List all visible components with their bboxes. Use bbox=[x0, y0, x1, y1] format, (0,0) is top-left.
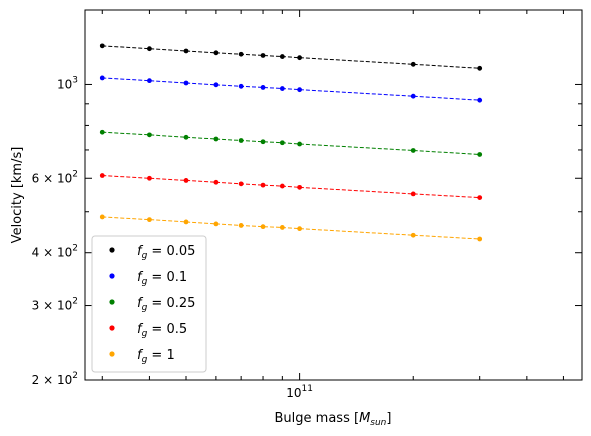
data-point bbox=[213, 221, 219, 227]
series-line bbox=[102, 216, 480, 240]
legend-marker bbox=[109, 351, 115, 357]
data-point bbox=[99, 214, 105, 220]
data-point bbox=[99, 129, 105, 135]
data-point bbox=[260, 139, 266, 145]
y-axis-label: Velocity [km/s] bbox=[10, 147, 25, 244]
legend-label: fg = 0.5 bbox=[137, 322, 187, 339]
data-point bbox=[279, 140, 285, 146]
data-point bbox=[238, 181, 244, 187]
series-2 bbox=[99, 129, 483, 157]
data-point bbox=[238, 83, 244, 89]
data-point bbox=[238, 51, 244, 57]
y-tick-label: 103 bbox=[57, 75, 78, 91]
data-point bbox=[213, 82, 219, 88]
y-tick-label: 6 × 102 bbox=[32, 169, 78, 185]
legend-marker bbox=[109, 273, 115, 279]
series-line bbox=[102, 77, 480, 101]
data-point bbox=[297, 141, 303, 147]
series-3 bbox=[99, 173, 483, 201]
legend-marker bbox=[109, 247, 115, 253]
data-point bbox=[99, 43, 105, 49]
data-point bbox=[99, 75, 105, 81]
data-point bbox=[297, 55, 303, 61]
legend-entry: fg = 0.5 bbox=[109, 322, 187, 339]
data-point bbox=[238, 223, 244, 228]
series-line bbox=[102, 131, 480, 155]
series-4 bbox=[99, 214, 483, 242]
data-point bbox=[183, 134, 189, 140]
series-0 bbox=[99, 43, 483, 71]
legend-label: fg = 0.25 bbox=[137, 296, 195, 313]
data-point bbox=[279, 225, 285, 230]
data-point bbox=[213, 179, 219, 185]
data-point bbox=[279, 86, 285, 91]
legend-entry: fg = 1 bbox=[109, 348, 175, 365]
series-layer bbox=[99, 43, 483, 242]
legend-entry: fg = 0.25 bbox=[109, 296, 195, 313]
legend-entry: fg = 0.05 bbox=[109, 244, 195, 261]
data-point bbox=[279, 183, 285, 189]
y-tick-label: 2 × 102 bbox=[32, 371, 78, 387]
data-point bbox=[297, 87, 303, 93]
tick-labels: 1011 103 6 × 102 4 × 102 3 × 102 2 × 102 bbox=[32, 75, 313, 400]
data-point bbox=[147, 175, 152, 181]
data-point bbox=[183, 80, 189, 86]
legend-marker bbox=[109, 299, 115, 305]
data-point bbox=[279, 54, 285, 59]
data-point bbox=[213, 136, 219, 142]
data-point bbox=[99, 173, 105, 178]
data-point bbox=[410, 93, 416, 99]
series-line bbox=[102, 175, 480, 199]
data-point bbox=[183, 48, 189, 54]
data-point bbox=[297, 184, 303, 190]
data-point bbox=[147, 78, 152, 84]
x-tick-label: 1011 bbox=[286, 384, 313, 400]
data-point bbox=[477, 195, 483, 201]
data-point bbox=[183, 178, 189, 183]
data-point bbox=[147, 132, 152, 138]
data-point bbox=[410, 232, 416, 238]
data-point bbox=[260, 182, 266, 188]
data-point bbox=[147, 46, 152, 52]
data-point bbox=[477, 152, 483, 157]
legend-box bbox=[91, 235, 207, 373]
data-point bbox=[260, 85, 266, 90]
data-point bbox=[147, 217, 152, 223]
data-point bbox=[297, 226, 303, 232]
data-point bbox=[410, 61, 416, 67]
legend-label: fg = 0.05 bbox=[137, 244, 195, 261]
data-point bbox=[477, 97, 483, 103]
legend-label: fg = 0.1 bbox=[137, 270, 187, 287]
data-point bbox=[238, 138, 244, 143]
data-point bbox=[260, 224, 266, 230]
data-point bbox=[410, 191, 416, 197]
data-point bbox=[477, 236, 483, 242]
legend-marker bbox=[109, 325, 115, 331]
legend: fg = 0.05 fg = 0.1 fg = 0.25 fg = 0.5 fg = 1 bbox=[91, 235, 207, 373]
data-point bbox=[260, 53, 266, 58]
plot-frame bbox=[84, 9, 583, 381]
legend-label: fg = 1 bbox=[137, 348, 175, 365]
y-tick-label: 4 × 102 bbox=[32, 244, 78, 260]
data-point bbox=[477, 65, 483, 71]
data-point bbox=[183, 219, 189, 225]
y-tick-label: 3 × 102 bbox=[32, 297, 78, 313]
data-point bbox=[213, 50, 219, 56]
legend-entry: fg = 0.1 bbox=[109, 270, 187, 287]
series-line bbox=[102, 45, 480, 69]
data-point bbox=[410, 148, 416, 153]
series-1 bbox=[99, 75, 483, 103]
x-axis-label: Bulge mass [Msun] bbox=[275, 411, 392, 428]
